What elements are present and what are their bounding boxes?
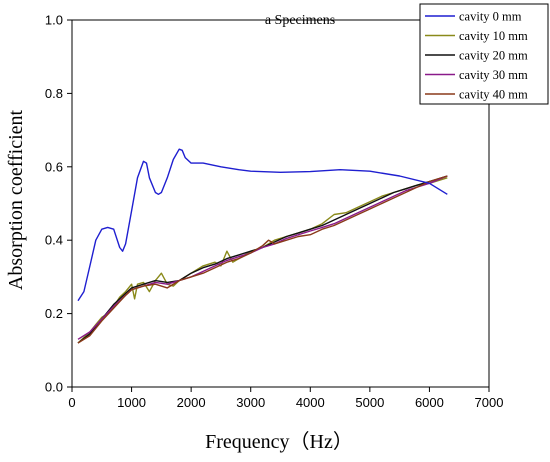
plot-frame xyxy=(71,19,490,388)
series-line-cavity-0-mm xyxy=(77,148,448,302)
series-line-cavity-40-mm xyxy=(77,175,448,344)
y-tick-label: 0.6 xyxy=(45,159,63,174)
plot-area: 0 1000 2000 3000 4000 5000 6000 7000 0.00.20.40… xyxy=(45,13,504,411)
y-tick-label: 0.0 xyxy=(45,380,63,395)
chart-title: a Specimens xyxy=(265,13,335,28)
x-tick-label: 2000 xyxy=(177,395,206,410)
y-axis-ticks: 0.0 0.2 0.4 0.6 0.8 1.0 xyxy=(45,13,72,395)
legend-label: cavity 10 mm xyxy=(459,29,528,43)
legend-label: cavity 0 mm xyxy=(459,10,522,24)
x-tick-label: 1000 xyxy=(117,395,146,410)
series-layer xyxy=(77,148,448,344)
y-tick-label: 0.2 xyxy=(45,306,63,321)
x-tick-label: 3000 xyxy=(236,395,265,410)
y-axis-title: Absorption coefficient xyxy=(5,109,27,290)
y-tick-label: 0.8 xyxy=(45,86,63,101)
y-tick-label: 1.0 xyxy=(45,13,63,28)
x-tick-label: 0 xyxy=(68,395,75,410)
x-axis-title: Frequency（Hz） xyxy=(205,430,353,453)
legend-label: cavity 20 mm xyxy=(459,49,528,63)
legend-label: cavity 30 mm xyxy=(459,68,528,82)
x-tick-label: 5000 xyxy=(355,395,384,410)
x-tick-label: 7000 xyxy=(475,395,504,410)
x-tick-label: 6000 xyxy=(415,395,444,410)
legend: cavity 0 mm cavity 10 mm cavity 20 mm cavit… xyxy=(419,3,549,105)
y-tick-label: 0.4 xyxy=(45,233,63,248)
x-tick-label: 4000 xyxy=(296,395,325,410)
legend-label: cavity 40 mm xyxy=(459,88,528,102)
legend-box xyxy=(419,3,549,105)
x-axis-ticks: 0 1000 2000 3000 4000 5000 6000 7000 xyxy=(68,387,503,410)
